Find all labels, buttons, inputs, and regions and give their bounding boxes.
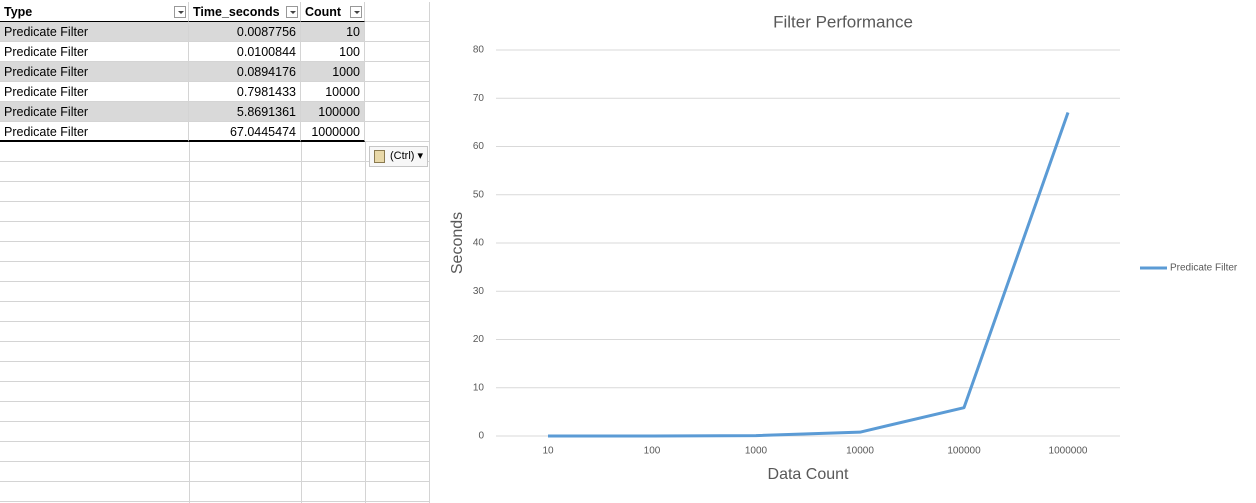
y-tick-label: 50 — [473, 189, 485, 200]
column-header: Type — [0, 2, 189, 22]
x-tick-label: 10 — [542, 446, 554, 457]
grid-line — [429, 142, 430, 503]
table-cell: Predicate Filter — [0, 22, 189, 42]
y-tick-label: 20 — [473, 334, 485, 345]
line — [547, 112, 1070, 438]
y-tick-label: 40 — [473, 238, 485, 249]
table-cell: Predicate Filter — [0, 82, 189, 102]
table-cell: 0.0894176 — [189, 62, 301, 82]
x-tick-label: 100 — [644, 446, 661, 457]
table-cell: 1000000 — [301, 122, 365, 142]
chart: Filter Performance Data Count Seconds 0 1… — [449, 12, 1238, 483]
table-cell: Predicate Filter — [0, 42, 189, 62]
table-cell: Predicate Filter — [0, 122, 189, 142]
table-cell: 0.0100844 — [189, 42, 301, 62]
grid-line — [365, 142, 366, 503]
column-header: Count — [301, 2, 365, 22]
column-header: Time_seconds — [189, 2, 301, 22]
grid-line — [301, 142, 302, 503]
y-tick-label: 0 — [478, 431, 484, 442]
spreadsheet: (Ctrl) ▾ Type Time_seconds Count Predicate … — [0, 0, 430, 503]
table-cell: 100000 — [301, 102, 365, 122]
table-cell: Predicate Filter — [0, 62, 189, 82]
chart-title: Filter Performance — [773, 12, 913, 31]
table-cell: 0.0087756 — [189, 22, 301, 42]
table-cell: 10000 — [301, 82, 365, 102]
table-cell: 1000 — [301, 62, 365, 82]
paste-options-button[interactable]: (Ctrl) ▾ — [369, 146, 428, 167]
legend-label: Predicate Filter — [1170, 263, 1238, 274]
x-tick-label: 10000 — [846, 446, 874, 457]
x-tick-label: 100000 — [947, 446, 981, 457]
x-tick-label: 1000000 — [1049, 446, 1088, 457]
y-tick-label: 10 — [473, 382, 485, 393]
table-cell: 5.8691361 — [189, 102, 301, 122]
y-axis-label: Seconds — [449, 212, 466, 274]
table-cell: 67.0445474 — [189, 122, 301, 142]
filter-dropdown[interactable] — [350, 6, 362, 18]
table-cell: 100 — [301, 42, 365, 62]
x-tick-label: 1000 — [745, 446, 768, 457]
y-tick-label: 60 — [473, 141, 485, 152]
y-tick-label: 70 — [473, 93, 485, 104]
filter-dropdown[interactable] — [286, 6, 298, 18]
x-axis-label: Data Count — [768, 466, 849, 483]
table-cell: 10 — [301, 22, 365, 42]
empty-cell — [365, 2, 430, 142]
table-cell: Predicate Filter — [0, 102, 189, 122]
filter-dropdown[interactable] — [174, 6, 186, 18]
paste-label: (Ctrl) — [390, 150, 415, 162]
y-tick-label: 30 — [473, 286, 485, 297]
y-tick-label: 80 — [473, 45, 485, 56]
grid-line — [189, 142, 190, 503]
empty-grid — [0, 142, 430, 503]
table-cell: 0.7981433 — [189, 82, 301, 102]
